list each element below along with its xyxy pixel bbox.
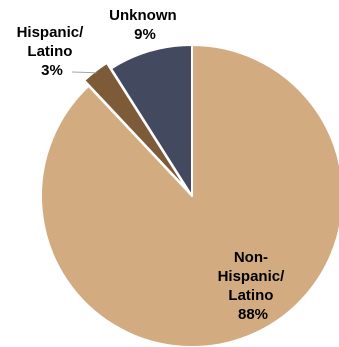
label-non-hispanic-line-2: Hispanic/ — [218, 268, 286, 285]
pie-slices — [40, 44, 339, 347]
label-non-hispanic-value: 88% — [238, 306, 268, 323]
label-unknown: Unknown 9% — [109, 7, 181, 43]
label-non-hispanic: Non- Hispanic/ Latino 88% — [218, 249, 289, 323]
label-non-hispanic-line-1: Non- — [234, 249, 268, 266]
label-hispanic: Hispanic/ Latino 3% — [17, 24, 88, 79]
label-hispanic-line-2: Latino — [27, 43, 72, 60]
slice-unknown — [110, 44, 193, 197]
slice-hispanic — [83, 61, 189, 192]
hispanic-leader-line — [71, 71, 97, 74]
label-unknown-line-1: Unknown — [109, 7, 177, 24]
label-hispanic-value: 3% — [41, 62, 63, 79]
label-hispanic-line-1: Hispanic/ — [17, 24, 85, 41]
label-non-hispanic-line-3: Latino — [228, 287, 273, 304]
slice-non-hispanic — [40, 44, 339, 347]
label-unknown-value: 9% — [134, 26, 156, 43]
